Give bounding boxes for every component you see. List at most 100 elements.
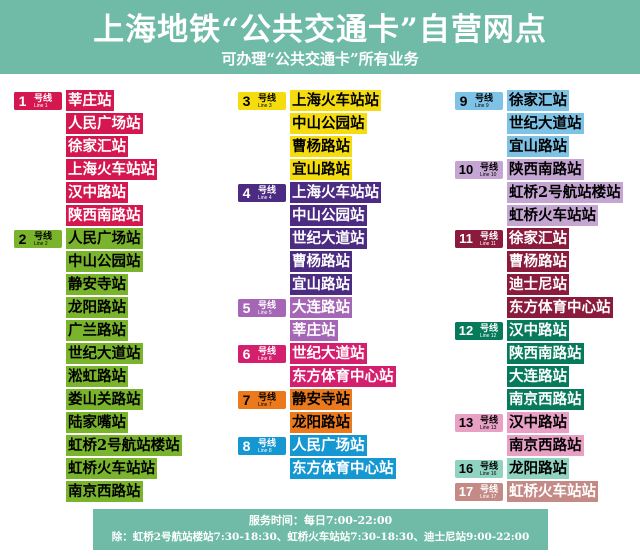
station-name: 静安寺站: [66, 274, 128, 295]
page-title: 上海地铁“公共交通卡”自营网点: [93, 12, 547, 48]
station-name: 世纪大道站: [507, 113, 584, 134]
station-item: 南京西路站: [66, 481, 182, 504]
station-item: 陆家嘴站: [66, 412, 182, 435]
station-item: 中山公园站: [66, 251, 182, 274]
station-name: 上海火车站站: [290, 182, 381, 203]
line-label: 号线: [480, 484, 499, 494]
line-label-en: Line 7: [258, 402, 272, 408]
station-name: 曹杨路站: [507, 251, 569, 272]
column-3: 9 号线 Line 9 徐家汇站 世纪大道站 宜山路站 10 号线 Line 10 陕西南路站 虹桥…: [455, 90, 623, 504]
station-name: 上海火车站站: [66, 159, 157, 180]
station-item: 静安寺站: [290, 389, 396, 412]
station-item: 汉中路站: [66, 182, 182, 205]
station-name: 南京西路站: [507, 389, 584, 410]
station-item: 龙阳路站: [290, 412, 396, 435]
metro-line-3: 3 号线 Line 3 上海火车站站 中山公园站 曹杨路站 宜山路站: [238, 90, 396, 182]
line-number: 5: [238, 299, 255, 317]
line-badge: 11 号线 Line 11: [455, 230, 503, 248]
line-label: 号线: [258, 185, 277, 195]
line-badge: 3 号线 Line 3: [238, 92, 286, 110]
line-label-en: Line 3: [258, 103, 272, 109]
station-item: 曹杨路站: [290, 251, 396, 274]
metro-line-4: 4 号线 Line 4 上海火车站站 中山公园站 世纪大道站 曹杨路站 宜山路站: [238, 182, 396, 297]
line-label-en: Line 9: [475, 103, 489, 109]
station-name: 陕西南路站: [507, 159, 584, 180]
station-name: 淞虹路站: [66, 366, 128, 387]
station-name: 世纪大道站: [290, 343, 367, 364]
station-name: 虹桥2号航站楼站: [507, 182, 623, 203]
station-item: 人民广场站: [66, 228, 182, 251]
station-name: 人民广场站: [66, 228, 143, 249]
line-label: 号线: [475, 93, 494, 103]
station-name: 世纪大道站: [290, 228, 367, 249]
line-label: 号线: [480, 415, 499, 425]
line-label: 号线: [34, 231, 53, 241]
station-name: 陆家嘴站: [66, 412, 128, 433]
line-badge: 9 号线 Line 9: [455, 92, 503, 110]
line-label-en: Line 5: [258, 310, 272, 316]
station-name: 静安寺站: [290, 389, 352, 410]
line-number: 6: [238, 345, 255, 363]
line-number: 2: [14, 230, 31, 248]
line-badge: 17 号线 Line 17: [455, 483, 503, 501]
station-item: 虹桥2号航站楼站: [66, 435, 182, 458]
line-label: 号线: [258, 93, 277, 103]
station-name: 龙阳路站: [290, 412, 352, 433]
line-number: 7: [238, 391, 255, 409]
line-number: 17: [455, 483, 477, 501]
station-item: 人民广场站: [66, 113, 182, 136]
line-number: 16: [455, 460, 477, 478]
station-name: 东方体育中心站: [290, 458, 396, 479]
metro-line-9: 9 号线 Line 9 徐家汇站 世纪大道站 宜山路站: [455, 90, 623, 159]
metro-line-2: 2 号线 Line 2 人民广场站 中山公园站 静安寺站 龙阳路站 广兰路站 世纪大道站 淞虹路站…: [14, 228, 182, 504]
metro-line-16: 16 号线 Line 16 龙阳路站: [455, 458, 623, 481]
station-name: 人民广场站: [290, 435, 367, 456]
station-item: 静安寺站: [66, 274, 182, 297]
line-label: 号线: [480, 162, 499, 172]
station-item: 娄山关路站: [66, 389, 182, 412]
station-item: 莘庄站: [66, 90, 182, 113]
station-name: 人民广场站: [66, 113, 143, 134]
line-label: 号线: [258, 346, 277, 356]
station-name: 陕西南路站: [507, 343, 584, 364]
metro-line-6: 6 号线 Line 6 世纪大道站 东方体育中心站: [238, 343, 396, 389]
station-name: 世纪大道站: [66, 343, 143, 364]
station-name: 虹桥2号航站楼站: [66, 435, 182, 456]
station-name: 徐家汇站: [507, 228, 569, 249]
station-item: 虹桥火车站站: [66, 458, 182, 481]
line-label: 号线: [480, 231, 499, 241]
line-label-en: Line 6: [258, 356, 272, 362]
station-item: 虹桥2号航站楼站: [507, 182, 623, 205]
station-item: 莘庄站: [290, 320, 396, 343]
station-item: 龙阳路站: [507, 458, 623, 481]
station-item: 世纪大道站: [507, 113, 623, 136]
station-item: 曹杨路站: [290, 136, 396, 159]
line-badge: 12 号线 Line 12: [455, 322, 503, 340]
station-item: 南京西路站: [507, 435, 623, 458]
line-label: 号线: [480, 461, 499, 471]
service-hours-exceptions: 除：虹桥2号航站楼站7:30-18:30、虹桥火车站站7:30-18:30、迪士…: [111, 531, 530, 543]
station-name: 莘庄站: [66, 90, 114, 111]
station-item: 宜山路站: [290, 159, 396, 182]
service-hours: 服务时间：每日7:00-22:00: [248, 514, 393, 527]
line-badge: 16 号线 Line 16: [455, 460, 503, 478]
station-name: 上海火车站站: [290, 90, 381, 111]
station-item: 陕西南路站: [507, 159, 623, 182]
station-item: 世纪大道站: [290, 343, 396, 366]
line-label: 号线: [258, 300, 277, 310]
station-name: 徐家汇站: [66, 136, 128, 157]
line-label-en: Line 16: [480, 471, 497, 477]
station-item: 中山公园站: [290, 205, 396, 228]
station-item: 上海火车站站: [66, 159, 182, 182]
station-name: 中山公园站: [66, 251, 143, 272]
line-number: 1: [14, 92, 31, 110]
station-name: 汉中路站: [507, 412, 569, 433]
line-number: 9: [455, 92, 472, 110]
line-badge: 4 号线 Line 4: [238, 184, 286, 202]
line-label: 号线: [34, 93, 53, 103]
station-name: 汉中路站: [507, 320, 569, 341]
metro-line-7: 7 号线 Line 7 静安寺站 龙阳路站: [238, 389, 396, 435]
metro-line-11: 11 号线 Line 11 徐家汇站 曹杨路站 迪士尼站 东方体育中心站: [455, 228, 623, 320]
station-name: 陕西南路站: [66, 205, 143, 226]
station-item: 汉中路站: [507, 412, 623, 435]
